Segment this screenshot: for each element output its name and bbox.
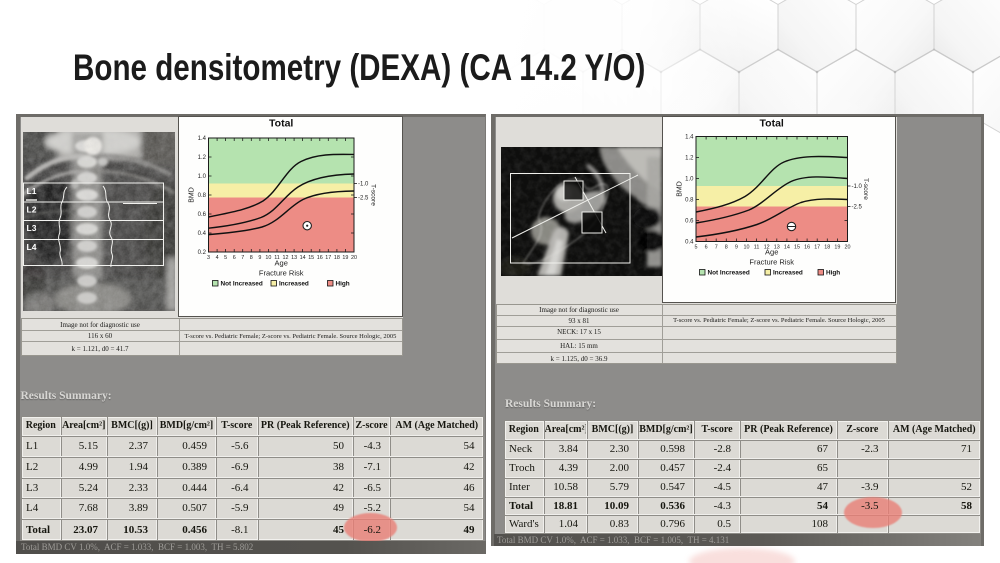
svg-text:Total: Total <box>760 118 784 130</box>
svg-text:4: 4 <box>216 255 219 261</box>
svg-text:5: 5 <box>224 255 227 261</box>
svg-text:-2.5: -2.5 <box>852 205 863 211</box>
svg-text:6: 6 <box>233 255 236 261</box>
svg-text:20: 20 <box>845 245 851 251</box>
svg-text:0.6: 0.6 <box>198 212 207 218</box>
svg-text:13: 13 <box>291 255 297 261</box>
svg-text:5: 5 <box>695 245 698 251</box>
svg-text:14: 14 <box>300 255 306 261</box>
svg-text:BMD: BMD <box>677 181 684 197</box>
svg-text:L4: L4 <box>27 242 37 252</box>
svg-text:0.8: 0.8 <box>198 193 207 199</box>
svg-text:8: 8 <box>725 245 728 251</box>
svg-text:T-score: T-score <box>862 178 869 200</box>
svg-text:High: High <box>826 270 840 277</box>
svg-text:Total: Total <box>269 118 293 130</box>
svg-text:0.8: 0.8 <box>685 198 694 204</box>
svg-text:-1.0: -1.0 <box>358 182 369 188</box>
svg-text:12: 12 <box>764 245 770 251</box>
svg-text:L1: L1 <box>27 186 37 196</box>
svg-text:11: 11 <box>754 245 760 251</box>
svg-text:10: 10 <box>265 255 271 261</box>
svg-text:0.4: 0.4 <box>198 231 207 237</box>
svg-text:Age: Age <box>275 259 288 268</box>
svg-text:15: 15 <box>308 255 314 261</box>
svg-text:14: 14 <box>784 245 790 251</box>
svg-text:1.0: 1.0 <box>198 174 207 180</box>
svg-text:-2.5: -2.5 <box>358 196 369 202</box>
svg-text:18: 18 <box>824 245 830 251</box>
svg-text:17: 17 <box>325 255 331 261</box>
svg-text:9: 9 <box>258 255 261 261</box>
svg-text:15: 15 <box>794 245 800 251</box>
svg-text:L2: L2 <box>27 204 37 214</box>
svg-text:6: 6 <box>705 245 708 251</box>
svg-text:Increased: Increased <box>773 270 803 277</box>
svg-text:19: 19 <box>834 245 840 251</box>
svg-text:1.4: 1.4 <box>198 136 207 142</box>
svg-text:-1.0: -1.0 <box>852 184 863 190</box>
svg-text:0.2: 0.2 <box>198 250 207 256</box>
svg-text:T-score: T-score <box>370 184 377 206</box>
svg-text:7: 7 <box>715 245 718 251</box>
svg-text:0.6: 0.6 <box>685 219 694 225</box>
svg-text:8: 8 <box>250 255 253 261</box>
svg-text:9: 9 <box>735 245 738 251</box>
svg-text:7: 7 <box>241 255 244 261</box>
svg-text:Increased: Increased <box>279 281 309 288</box>
svg-text:12: 12 <box>283 255 289 261</box>
svg-text:Fracture Risk: Fracture Risk <box>749 258 794 267</box>
svg-text:16: 16 <box>317 255 323 261</box>
svg-text:18: 18 <box>334 255 340 261</box>
svg-text:10: 10 <box>744 245 750 251</box>
svg-text:11: 11 <box>274 255 280 261</box>
svg-text:1.4: 1.4 <box>685 135 694 141</box>
svg-text:1.2: 1.2 <box>198 155 207 161</box>
svg-text:BMD: BMD <box>189 187 196 203</box>
svg-text:Age: Age <box>765 248 778 257</box>
svg-text:High: High <box>336 281 350 288</box>
svg-text:Not Increased: Not Increased <box>708 270 750 277</box>
svg-text:13: 13 <box>774 245 780 251</box>
svg-text:Not Increased: Not Increased <box>221 281 263 288</box>
svg-text:0.4: 0.4 <box>685 240 694 246</box>
svg-text:1.0: 1.0 <box>685 177 694 183</box>
svg-text:L3: L3 <box>27 223 37 233</box>
svg-text:Fracture Risk: Fracture Risk <box>259 269 304 278</box>
svg-text:17: 17 <box>814 245 820 251</box>
svg-text:16: 16 <box>804 245 810 251</box>
svg-text:19: 19 <box>342 255 348 261</box>
svg-text:20: 20 <box>351 255 357 261</box>
svg-text:3: 3 <box>207 255 210 261</box>
svg-text:1.2: 1.2 <box>685 156 694 162</box>
